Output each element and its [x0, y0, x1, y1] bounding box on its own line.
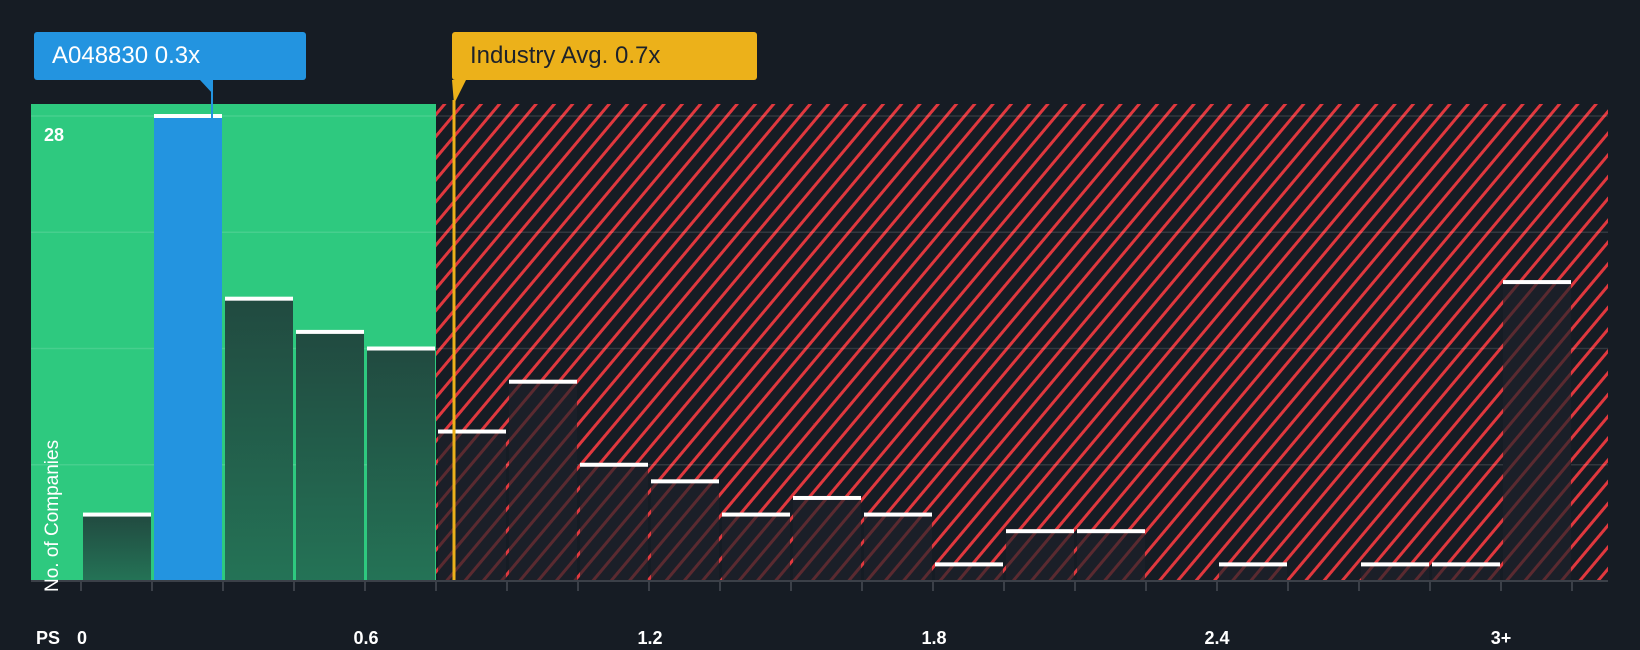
- histogram-bar: [1361, 562, 1429, 581]
- histogram-bar: [1006, 529, 1074, 581]
- bars: [83, 114, 1571, 581]
- x-tick-label: 3+: [1490, 628, 1512, 648]
- x-tick-label: 1.2: [637, 628, 663, 648]
- x-tick-label: 2.4: [1204, 628, 1230, 648]
- industry-callout-pointer: [452, 80, 466, 104]
- histogram-bar: [1432, 562, 1500, 581]
- y-max-tick: 28: [44, 125, 65, 145]
- histogram-bar: [1503, 280, 1571, 581]
- x-tick-label: 0: [76, 628, 88, 648]
- histogram-bar: [438, 429, 506, 581]
- histogram-bar: [1219, 562, 1287, 581]
- company-callout-pointer: [200, 80, 213, 94]
- histogram-bar: [154, 114, 222, 581]
- histogram-bar: [580, 462, 648, 581]
- histogram-bar: [935, 562, 1003, 581]
- x-axis-prefix: PS: [36, 628, 61, 648]
- x-axis-ticks: [80, 582, 1573, 591]
- histogram-bar: [651, 479, 719, 581]
- gridlines: [31, 115, 1608, 466]
- industry-avg-callout: Industry Avg. 0.7x: [452, 32, 757, 80]
- histogram-bar: [1077, 529, 1145, 581]
- x-tick-label: 1.8: [921, 628, 947, 648]
- histogram-bar: [367, 346, 435, 581]
- histogram-bar: [722, 512, 790, 581]
- y-axis-title: No. of Companies: [42, 439, 63, 592]
- company-ps-callout: A048830 0.3x: [34, 32, 306, 80]
- histogram-bar: [83, 512, 151, 581]
- histogram-bar: [864, 512, 932, 581]
- x-tick-label: 0.6: [353, 628, 379, 648]
- histogram-bar: [793, 495, 861, 581]
- histogram-bar: [296, 329, 364, 581]
- histogram-bar: [225, 296, 293, 581]
- histogram-bar: [509, 379, 577, 581]
